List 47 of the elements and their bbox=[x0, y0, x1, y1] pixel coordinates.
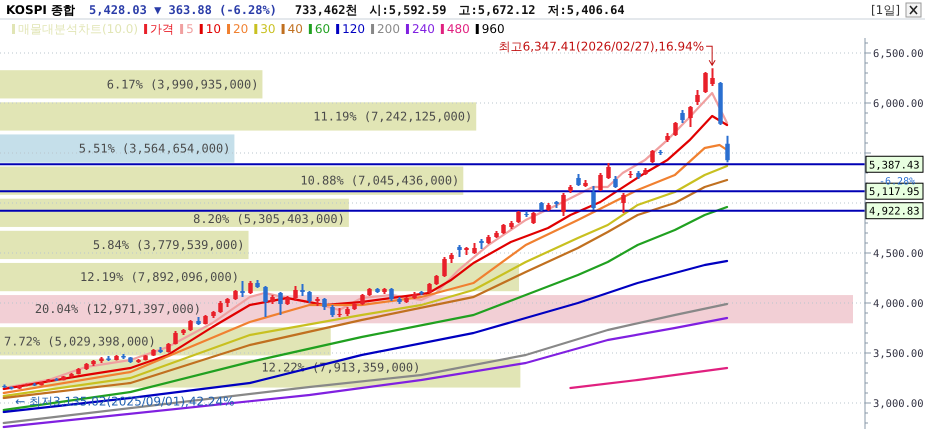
legend-label: 120 bbox=[342, 22, 366, 36]
bar bbox=[0, 230, 249, 260]
annotation: 최고6,347.41(2026/02/27),16.94% bbox=[498, 39, 704, 54]
data-label: 7.72% (5,029,398,000) bbox=[4, 334, 156, 348]
legend-label: 60 bbox=[314, 22, 330, 36]
y-tick-label: 4,000.00 bbox=[873, 298, 924, 310]
y-tick-label: 6,500.00 bbox=[873, 48, 924, 60]
chart-title: KOSPI 종합 bbox=[6, 3, 76, 17]
y-tick-label: 6,000.00 bbox=[873, 98, 924, 110]
legend-label: 가격 bbox=[150, 22, 174, 36]
legend-label: 5 bbox=[186, 22, 194, 36]
data-label: 6.17% (3,990,935,000) bbox=[106, 77, 258, 92]
line-series bbox=[2, 260, 728, 414]
data-label: 10.88% (7,045,436,000) bbox=[300, 174, 460, 188]
line-series bbox=[2, 206, 728, 412]
legend-label: 40 bbox=[288, 22, 303, 36]
bar bbox=[0, 262, 519, 292]
data-label: 8.20% (5,305,403,000) bbox=[193, 212, 345, 226]
data-label: 5.84% (3,779,539,000) bbox=[92, 238, 245, 252]
y-tick-label: 3,500.00 bbox=[873, 348, 924, 360]
chart-subtitle: 5,428.03 ▼ 363.88 (-6.28%) bbox=[89, 3, 277, 17]
legend-label: 20 bbox=[233, 22, 248, 36]
y-tick-label: 4,500.00 bbox=[873, 248, 924, 260]
legend-label: 240 bbox=[412, 22, 435, 36]
legend-label: 30 bbox=[260, 22, 276, 36]
legend-label: 10 bbox=[206, 22, 222, 36]
bar bbox=[0, 134, 234, 163]
text: 고:5,672.12 bbox=[458, 3, 536, 17]
y-tick-label: 3,000.00 bbox=[873, 398, 924, 410]
legend-label: 매물대분석차트(10.0) bbox=[18, 22, 138, 36]
text: 733,462천 bbox=[294, 3, 358, 17]
data-label: 12.19% (7,892,096,000) bbox=[80, 270, 239, 284]
bar bbox=[0, 102, 476, 131]
data-label: 20.04% (12,971,397,000) bbox=[34, 302, 201, 316]
text: 저:5,406.64 bbox=[548, 3, 625, 17]
ref-line-label: 4,922.83 bbox=[869, 206, 920, 218]
bar bbox=[0, 70, 262, 98]
legend-label: 200 bbox=[377, 22, 400, 36]
data-label: 5.51% (3,564,654,000) bbox=[78, 142, 230, 156]
legend-label: 480 bbox=[446, 22, 470, 36]
data-label: 11.19% (7,242,125,000) bbox=[313, 109, 472, 124]
legend-label: 960 bbox=[482, 22, 505, 36]
ref-line-label: 5,117.95 bbox=[869, 186, 920, 198]
text: 시:5,592.59 bbox=[369, 3, 446, 17]
text: [1일] bbox=[871, 3, 900, 17]
ref-line-label: 5,387.43 bbox=[869, 159, 920, 172]
bar bbox=[0, 166, 464, 195]
